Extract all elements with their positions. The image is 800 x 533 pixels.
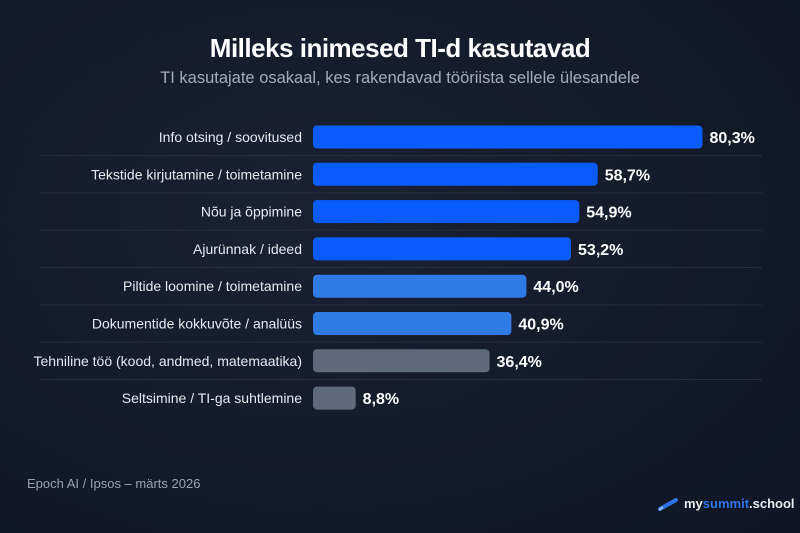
bar bbox=[313, 312, 512, 335]
logo-school: .school bbox=[749, 496, 795, 511]
chart-title: Milleks inimesed TI-d kasutavad bbox=[209, 33, 591, 63]
source-note: Epoch AI / Ipsos – märts 2026 bbox=[27, 476, 201, 491]
value-label: 58,7% bbox=[605, 167, 650, 184]
telescope-icon bbox=[658, 497, 678, 511]
value-label: 53,2% bbox=[578, 242, 623, 259]
bar bbox=[313, 162, 598, 186]
value-label: 40,9% bbox=[518, 317, 563, 334]
category-label: Nõu ja õppimine bbox=[201, 204, 302, 220]
category-label: Seltsimine / TI-ga suhtlemine bbox=[122, 390, 302, 406]
category-label: Piltide loomine / toimetamine bbox=[123, 278, 302, 294]
bar bbox=[313, 237, 572, 261]
value-label: 54,9% bbox=[586, 205, 631, 222]
value-label: 36,4% bbox=[497, 354, 542, 371]
category-label: Ajurünnak / ideed bbox=[193, 241, 302, 257]
logo-my: my bbox=[684, 496, 703, 511]
value-label: 44,0% bbox=[533, 279, 578, 296]
value-label: 8,8% bbox=[363, 391, 399, 408]
bar bbox=[313, 274, 527, 298]
bar bbox=[313, 386, 356, 410]
bar bbox=[313, 349, 490, 373]
value-label: 80,3% bbox=[709, 130, 754, 147]
brand-logo: my summit .school bbox=[658, 496, 795, 511]
category-label: Tekstide kirjutamine / toimetamine bbox=[91, 166, 302, 182]
bar bbox=[313, 200, 580, 224]
logo-summit: summit bbox=[702, 496, 750, 511]
category-label: Dokumentide kokkuvõte / analüüs bbox=[92, 316, 302, 332]
chart-subtitle: TI kasutajate osakaal, kes rakendavad tö… bbox=[160, 69, 640, 87]
category-label: Info otsing / soovitused bbox=[159, 129, 302, 145]
category-label: Tehniline töö (kood, andmed, matemaatika… bbox=[34, 353, 302, 369]
bar bbox=[313, 125, 703, 149]
